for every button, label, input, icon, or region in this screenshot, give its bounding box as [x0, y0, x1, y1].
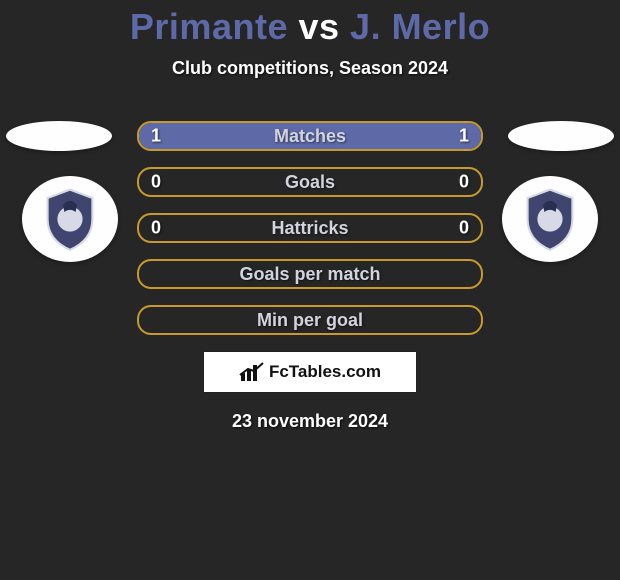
- comparison-infographic: Primante vs J. Merlo Club competitions, …: [0, 0, 620, 580]
- club-badge-icon: [35, 184, 105, 254]
- stat-value-left: 1: [151, 126, 161, 147]
- player1-avatar-placeholder: [6, 121, 112, 151]
- stat-rows: 1 1 Matches 0 0 Goals 0 0 Hattricks Goals per mat…: [137, 121, 483, 335]
- stat-label: Hattricks: [271, 218, 348, 239]
- stat-row: 0 0 Goals: [137, 167, 483, 197]
- stat-value-left: 0: [151, 172, 161, 193]
- stat-row: Min per goal: [137, 305, 483, 335]
- stat-label: Goals: [285, 172, 335, 193]
- source-logo: FcTables.com: [203, 351, 417, 393]
- date: 23 november 2024: [0, 411, 620, 432]
- player1-name: Primante: [130, 6, 288, 47]
- stat-label: Goals per match: [239, 264, 380, 285]
- stat-row: Goals per match: [137, 259, 483, 289]
- player2-club-badge: [502, 176, 598, 262]
- stat-value-right: 0: [459, 172, 469, 193]
- club-badge-icon: [515, 184, 585, 254]
- stat-row: 0 0 Hattricks: [137, 213, 483, 243]
- stat-value-right: 0: [459, 218, 469, 239]
- player2-avatar-placeholder: [508, 121, 614, 151]
- stat-value-left: 0: [151, 218, 161, 239]
- stat-label: Min per goal: [257, 310, 363, 331]
- subtitle: Club competitions, Season 2024: [0, 58, 620, 79]
- page-title: Primante vs J. Merlo: [0, 0, 620, 48]
- stat-value-right: 1: [459, 126, 469, 147]
- stat-label: Matches: [274, 126, 346, 147]
- stats-area: 1 1 Matches 0 0 Goals 0 0 Hattricks Goals per mat…: [0, 121, 620, 432]
- logo-text: FcTables.com: [269, 362, 381, 382]
- chart-icon: [239, 361, 265, 383]
- stat-row: 1 1 Matches: [137, 121, 483, 151]
- vs-separator: vs: [298, 6, 339, 47]
- player2-name: J. Merlo: [350, 6, 490, 47]
- player1-club-badge: [22, 176, 118, 262]
